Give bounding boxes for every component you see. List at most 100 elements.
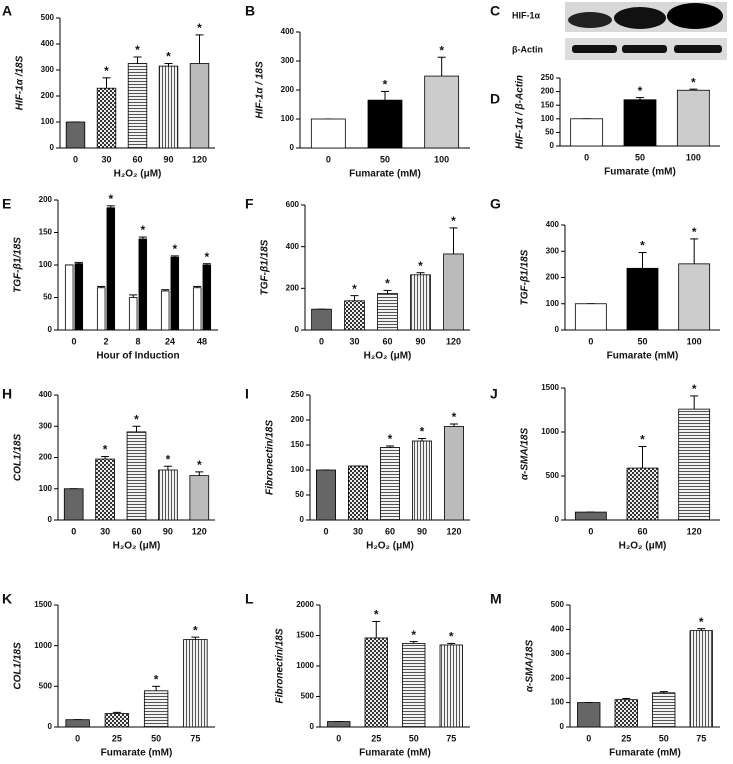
x-tick-label: 25 (371, 733, 381, 743)
panel-letter: M (490, 591, 502, 607)
panel-letter: C (490, 3, 500, 19)
y-tick-label: 50 (545, 128, 554, 137)
x-tick-label: 50 (635, 152, 645, 162)
blot-band (674, 45, 722, 53)
y-tick-label: 400 (286, 242, 300, 251)
bar (626, 267, 659, 331)
x-tick-label: 24 (165, 336, 175, 346)
x-tick-label: 90 (417, 526, 427, 536)
x-tick-label: 50 (637, 336, 647, 346)
y-axis-label: HIF-1α / 18S (255, 61, 266, 119)
x-axis-label: H₂O₂ (μM) (114, 169, 162, 180)
x-tick-label: 0 (75, 733, 80, 743)
significance-mark: * (640, 433, 645, 447)
x-tick-label: 0 (319, 336, 324, 346)
panel-letter: D (490, 91, 500, 107)
bar (310, 118, 346, 149)
y-axis-label: COL1/18S (13, 434, 24, 482)
bar (676, 89, 710, 147)
chart-panel: E 0 50 100 150 200 TGF-β1/18S Hour of Induction… (2, 192, 218, 362)
y-tick-label: 400 (41, 39, 55, 48)
bar (377, 293, 398, 331)
y-tick-label: 500 (551, 600, 565, 609)
x-axis-label: Fumarate (mM) (359, 748, 431, 759)
x-axis-label: H₂O₂ (μM) (366, 541, 414, 552)
y-tick-label: 300 (39, 421, 53, 430)
significance-mark: * (388, 432, 393, 446)
bar (574, 511, 607, 521)
x-tick-label: 30 (101, 154, 111, 164)
significance-mark: * (108, 192, 113, 206)
x-tick-label: 50 (380, 154, 390, 164)
y-tick-label: 1500 (34, 600, 52, 609)
x-tick-label: 120 (446, 336, 461, 346)
x-axis-label: H₂O₂ (μM) (364, 351, 412, 362)
x-tick-label: 60 (385, 526, 395, 536)
panel-letter: K (2, 591, 12, 607)
panel-letter: A (2, 3, 12, 19)
blot-band (568, 12, 612, 28)
bar (74, 263, 84, 331)
x-tick-label: 90 (163, 526, 173, 536)
bar (127, 63, 148, 149)
y-tick-label: 0 (48, 515, 53, 524)
bar (192, 287, 202, 331)
bar (189, 475, 210, 521)
significance-mark: * (638, 84, 643, 98)
x-tick-label: 60 (131, 526, 141, 536)
y-tick-label: 100 (551, 698, 565, 707)
y-tick-label: 0 (550, 141, 555, 150)
bar (170, 256, 180, 331)
panel-letter: L (245, 591, 254, 607)
significance-mark: * (385, 277, 390, 291)
y-tick-label: 300 (546, 246, 560, 255)
y-tick-label: 200 (281, 85, 295, 94)
bar (138, 238, 148, 331)
panel-letter: B (245, 3, 255, 19)
x-tick-label: 75 (190, 733, 200, 743)
bar (577, 702, 601, 728)
significance-mark: * (172, 242, 177, 256)
x-tick-label: 25 (621, 733, 631, 743)
significance-mark: * (204, 250, 209, 264)
bar (183, 639, 208, 728)
y-tick-label: 200 (551, 673, 565, 682)
significance-mark: * (374, 608, 379, 622)
y-tick-label: 1500 (541, 383, 559, 392)
y-tick-label: 2000 (296, 600, 314, 609)
y-tick-label: 50 (43, 293, 52, 302)
y-tick-label: 150 (541, 100, 555, 109)
significance-mark: * (197, 458, 202, 472)
blot-label: HIF-1α (512, 10, 541, 20)
y-tick-label: 100 (41, 117, 55, 126)
x-tick-label: 30 (353, 526, 363, 536)
bar (106, 207, 116, 331)
bar (202, 264, 212, 331)
significance-mark: * (352, 282, 357, 296)
y-tick-label: 250 (291, 390, 305, 399)
chart-panel: H 0 100 200 300 400 COL1/18S H₂O₂ (μM) 0 30 * 60 * 90… (2, 386, 215, 552)
y-tick-label: 200 (541, 87, 555, 96)
chart-panel: M 0 100 200 300 400 500 α-SMA/18S Fumarate (mM) 0… (490, 591, 720, 759)
chart-panel: L0500100015002000Fibronectin/18SFumarate… (245, 591, 470, 759)
y-tick-label: 0 (48, 325, 53, 334)
bar (367, 99, 403, 149)
y-tick-label: 50 (295, 490, 304, 499)
y-tick-label: 150 (291, 440, 305, 449)
chart-panel: J 0 500 1000 1500 α-SMA/18S H₂O₂ (μM) 0 60 * 120 * (490, 382, 720, 552)
y-tick-label: 1000 (296, 661, 314, 670)
bar (574, 303, 607, 331)
y-axis-label: TGF-β1/18S (13, 237, 24, 293)
y-axis-label: Fibronectin/18S (265, 420, 276, 495)
significance-mark: * (699, 615, 704, 629)
bar (158, 65, 179, 149)
x-tick-label: 120 (446, 526, 461, 536)
bar (126, 431, 147, 521)
x-tick-label: 0 (73, 154, 78, 164)
bar (311, 308, 332, 331)
bar (364, 637, 388, 728)
bar (96, 87, 117, 149)
blot-band (614, 7, 666, 29)
bar (128, 297, 138, 331)
significance-mark: * (411, 628, 416, 642)
